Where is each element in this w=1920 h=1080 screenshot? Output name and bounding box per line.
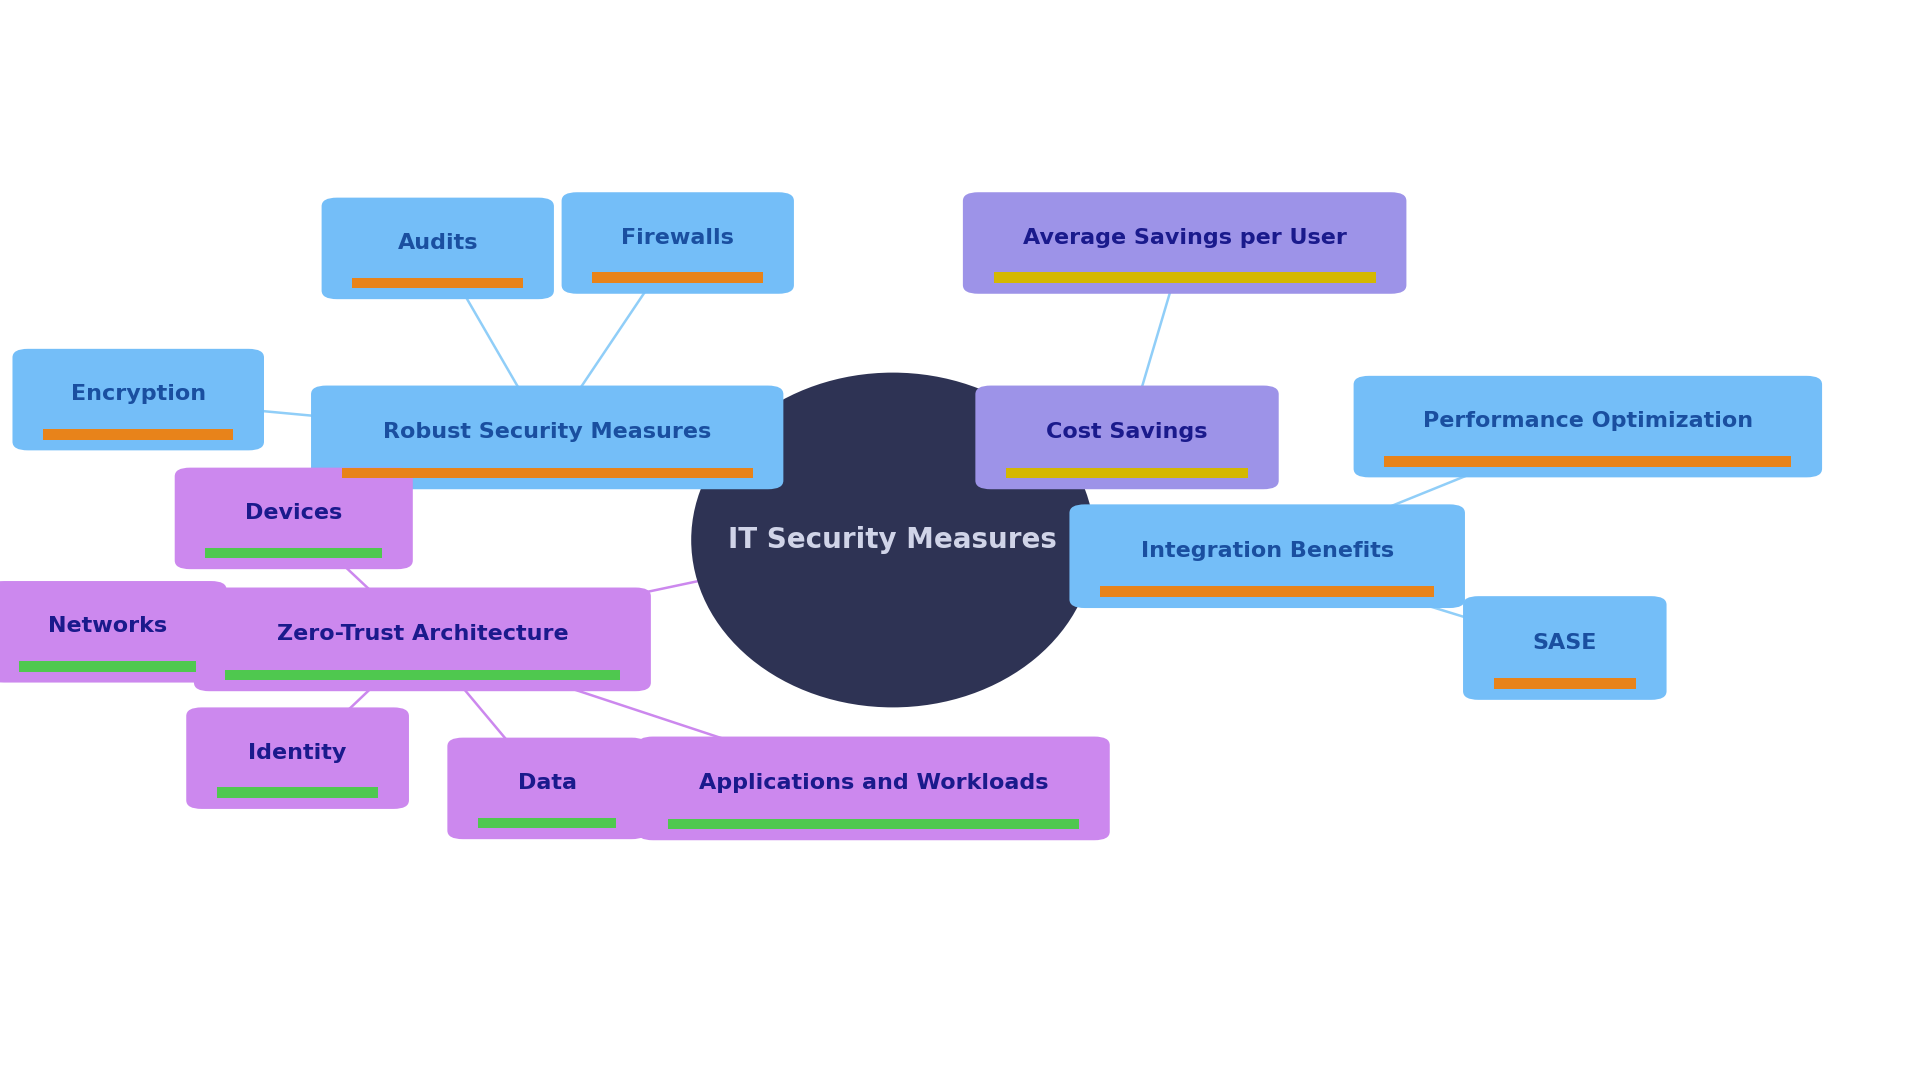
FancyBboxPatch shape [186, 707, 409, 809]
Bar [19, 661, 196, 672]
Text: Firewalls: Firewalls [622, 228, 733, 247]
FancyBboxPatch shape [561, 192, 795, 294]
Bar [478, 818, 616, 828]
FancyBboxPatch shape [323, 198, 553, 299]
Text: Encryption: Encryption [71, 384, 205, 404]
Text: Performance Optimization: Performance Optimization [1423, 411, 1753, 431]
Text: IT Security Measures: IT Security Measures [728, 526, 1058, 554]
FancyBboxPatch shape [975, 386, 1279, 489]
Bar [1006, 468, 1248, 478]
Bar [591, 272, 762, 283]
FancyBboxPatch shape [194, 588, 651, 691]
Bar [205, 548, 382, 558]
FancyBboxPatch shape [1463, 596, 1667, 700]
FancyBboxPatch shape [12, 349, 265, 450]
FancyBboxPatch shape [0, 581, 227, 683]
Text: Networks: Networks [48, 617, 167, 636]
Text: Identity: Identity [248, 743, 348, 762]
FancyBboxPatch shape [447, 738, 647, 839]
FancyBboxPatch shape [1069, 504, 1465, 608]
Text: Cost Savings: Cost Savings [1046, 422, 1208, 442]
Bar [217, 787, 378, 798]
FancyBboxPatch shape [962, 192, 1405, 294]
FancyBboxPatch shape [311, 386, 783, 489]
Bar [353, 278, 522, 288]
FancyBboxPatch shape [637, 737, 1110, 840]
Bar [1100, 586, 1434, 597]
Ellipse shape [691, 373, 1094, 707]
Text: Zero-Trust Architecture: Zero-Trust Architecture [276, 624, 568, 644]
Text: SASE: SASE [1532, 633, 1597, 652]
Bar [1384, 456, 1791, 467]
Text: Devices: Devices [246, 503, 342, 523]
FancyBboxPatch shape [1354, 376, 1822, 477]
Text: Data: Data [518, 773, 576, 793]
Bar [1494, 678, 1636, 689]
Text: Applications and Workloads: Applications and Workloads [699, 773, 1048, 793]
Bar [995, 272, 1375, 283]
Bar [668, 819, 1079, 829]
Text: Audits: Audits [397, 233, 478, 253]
Text: Integration Benefits: Integration Benefits [1140, 541, 1394, 561]
Bar [42, 429, 234, 440]
Text: Average Savings per User: Average Savings per User [1023, 228, 1346, 247]
FancyBboxPatch shape [175, 468, 413, 569]
Bar [342, 468, 753, 478]
Bar [225, 670, 620, 680]
Text: Robust Security Measures: Robust Security Measures [384, 422, 710, 442]
